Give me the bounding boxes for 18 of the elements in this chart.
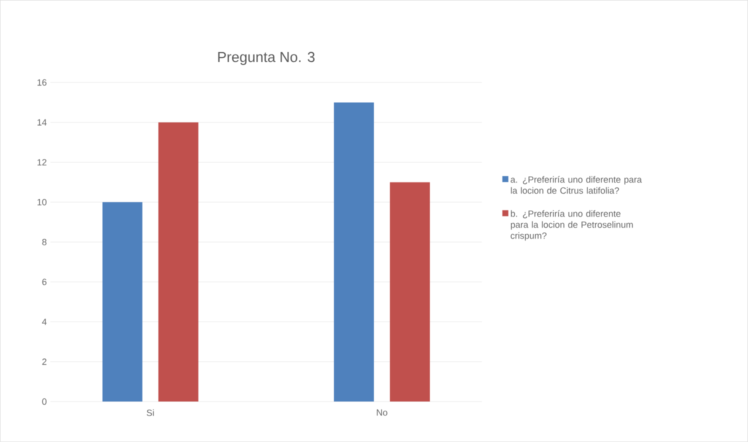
y-tick-label: 8 — [42, 238, 46, 246]
y-tick-label: 4 — [42, 318, 47, 325]
chart-title: Pregunta No. 3 — [218, 52, 315, 65]
legend-label: a. ¿Preferiría uno diferente para la locion de Citrus latifolia? — [510, 176, 642, 194]
bar — [158, 122, 198, 402]
y-tick-label: 10 — [38, 198, 47, 206]
legend-label: b. ¿Preferiría uno diferente para la locion de Petroselinum crispum? — [510, 210, 633, 241]
y-tick-label: 12 — [38, 159, 46, 166]
bar — [390, 182, 430, 402]
bar — [102, 202, 142, 402]
y-tick-label: 16 — [38, 79, 46, 86]
x-tick-label: No — [376, 409, 388, 416]
y-tick-label: 6 — [42, 278, 46, 286]
y-tick-label: 0 — [42, 398, 47, 405]
x-tick-label: Si — [146, 409, 154, 416]
y-tick-label: 2 — [42, 358, 46, 365]
y-tick-label: 14 — [38, 119, 47, 126]
bar — [334, 102, 374, 402]
